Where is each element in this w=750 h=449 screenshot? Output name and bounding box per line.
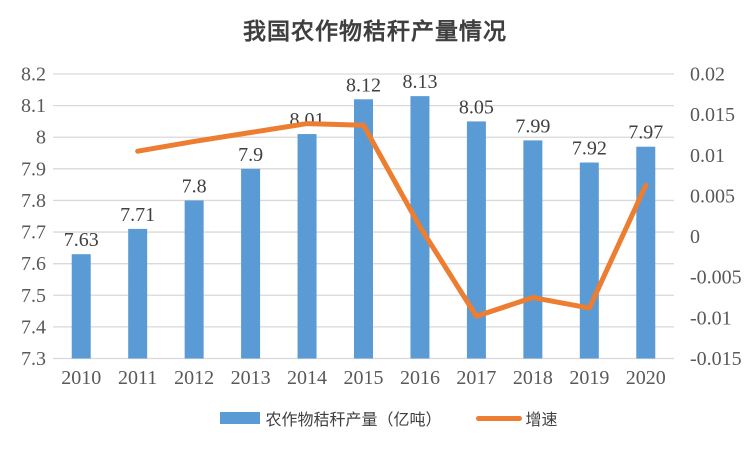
x-axis-label-2020: 2020 bbox=[626, 367, 666, 389]
y-axis-right-tick-label: -0.005 bbox=[690, 267, 742, 289]
bar-value-label-2017: 8.05 bbox=[459, 96, 494, 118]
x-axis-label-2013: 2013 bbox=[231, 367, 271, 389]
bar-2019 bbox=[579, 162, 599, 359]
y-axis-right-tick-label: -0.01 bbox=[690, 307, 732, 329]
bar-value-label-2020: 7.97 bbox=[628, 122, 663, 144]
y-axis-left-tick-label: 7.4 bbox=[21, 316, 46, 338]
y-axis-left-tick-label: 7.6 bbox=[21, 253, 46, 275]
bar-value-label-2018: 7.99 bbox=[515, 115, 550, 137]
bar-2011 bbox=[128, 228, 148, 359]
y-axis-right-tick-label: 0.02 bbox=[690, 64, 725, 86]
legend: 农作物秸秆产量（亿吨） 增速 bbox=[14, 406, 750, 430]
y-axis-left-tick-label: 8 bbox=[36, 127, 46, 149]
x-axis-label-2016: 2016 bbox=[400, 367, 440, 389]
bar-2020 bbox=[636, 146, 656, 359]
bar-value-label-2012: 7.8 bbox=[182, 175, 207, 197]
y-axis-left-tick-label: 7.5 bbox=[21, 285, 46, 307]
bar-value-label-2015: 8.12 bbox=[346, 74, 381, 96]
bar-2012 bbox=[184, 200, 204, 359]
y-axis-left-tick-label: 7.8 bbox=[21, 190, 46, 212]
y-axis-right-tick-label: 0.005 bbox=[690, 185, 735, 207]
x-axis-label-2012: 2012 bbox=[174, 367, 214, 389]
y-axis-left-tick-label: 8.1 bbox=[21, 95, 46, 117]
y-axis-left-tick-label: 7.9 bbox=[21, 158, 46, 180]
legend-line-label: 增速 bbox=[525, 412, 558, 429]
x-axis-label-2011: 2011 bbox=[118, 367, 157, 389]
legend-item-growth: 增速 bbox=[475, 406, 558, 430]
y-axis-left-tick-label: 7.3 bbox=[21, 348, 46, 370]
y-axis-right-tick-label: 0.01 bbox=[690, 145, 725, 167]
bar-2010 bbox=[71, 254, 91, 359]
x-axis-label-2014: 2014 bbox=[287, 367, 327, 389]
bar-value-label-2016: 8.13 bbox=[402, 71, 437, 93]
growth-rate-line bbox=[135, 121, 649, 319]
legend-line-swatch-icon bbox=[475, 415, 522, 421]
bar-value-label-2013: 7.9 bbox=[238, 144, 263, 166]
bar-value-label-2010: 7.63 bbox=[64, 229, 99, 251]
y-axis-right-tick-label: 0.015 bbox=[690, 104, 735, 126]
y-axis-right-tick-label: -0.015 bbox=[690, 348, 742, 370]
x-axis-label-2015: 2015 bbox=[344, 367, 384, 389]
bar-value-label-2011: 7.71 bbox=[120, 204, 155, 226]
legend-bar-label: 农作物秸秆产量（亿吨） bbox=[265, 412, 442, 429]
legend-bar-swatch-icon bbox=[220, 412, 261, 424]
x-axis-label-2019: 2019 bbox=[569, 367, 609, 389]
x-axis-label-2017: 2017 bbox=[456, 367, 496, 389]
y-axis-right-tick-label: 0 bbox=[690, 226, 700, 248]
bar-2015 bbox=[354, 99, 373, 359]
x-axis-label-2018: 2018 bbox=[513, 367, 553, 389]
y-axis-left-tick-label: 8.2 bbox=[21, 64, 46, 86]
chart-title: 我国农作物秸秆产量情况 bbox=[243, 19, 507, 44]
bar-2017 bbox=[466, 121, 486, 359]
bar-2013 bbox=[241, 168, 261, 359]
x-axis-label-2010: 2010 bbox=[61, 367, 101, 389]
y-axis-left-tick-label: 7.7 bbox=[21, 222, 46, 244]
bar-value-label-2019: 7.92 bbox=[572, 138, 607, 160]
bar-2014 bbox=[297, 134, 317, 359]
legend-item-production: 农作物秸秆产量（亿吨） bbox=[220, 406, 442, 430]
bar-2018 bbox=[523, 140, 543, 359]
